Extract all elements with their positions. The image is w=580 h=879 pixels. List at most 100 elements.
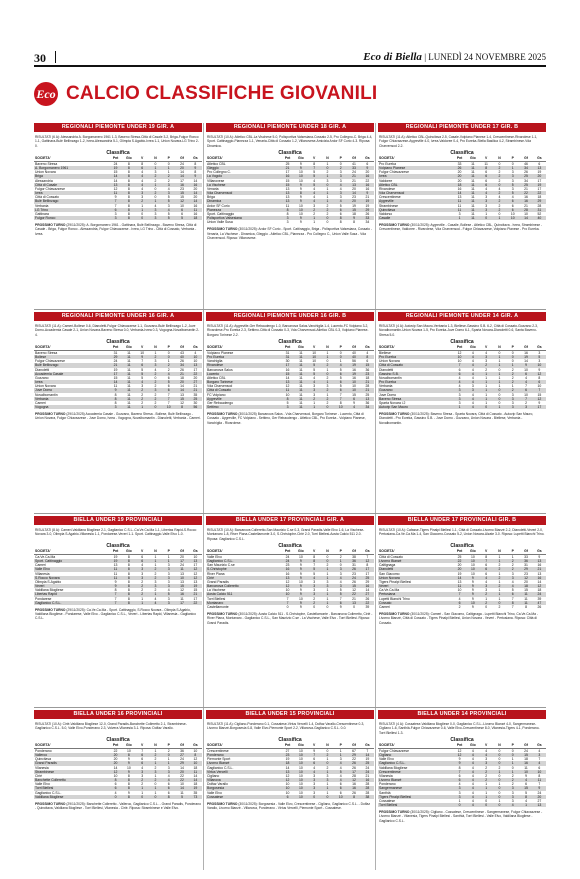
team-name: Vilanesia: [35, 765, 49, 770]
stat-cell: 3: [506, 174, 520, 179]
next-round-text: (29/11/2025): A. Borgomanero 1961 - Gatt…: [35, 223, 197, 236]
stat-cell: 3: [307, 388, 321, 393]
stat-cell: 18: [188, 216, 202, 221]
stat-cell: 3: [162, 182, 176, 187]
stat-cell: 11: [532, 778, 546, 783]
standings-row: Ponderano 22 10 7 1 2 36 10: [34, 749, 202, 754]
stat-cell: 17: [347, 769, 361, 774]
stat-cell: 14: [519, 216, 533, 221]
stat-cell: 9: [114, 579, 117, 584]
stat-cell: 6: [280, 794, 295, 799]
header-divider: [55, 51, 56, 63]
stat-cell: 8: [366, 563, 369, 568]
team-name: Barcanova Salus: [207, 367, 233, 372]
team-name: Borgaro Torinese: [206, 380, 281, 385]
stat-cell: 12: [347, 778, 361, 783]
team-name: Dianoletti: [378, 567, 453, 572]
stat-cell: 11: [294, 363, 308, 368]
stat-cell: 3: [479, 199, 493, 204]
stat-cell: 21: [352, 596, 356, 601]
stat-cell: 8: [127, 162, 130, 166]
team-name: Union Novara: [35, 170, 56, 175]
stat-cell: 4: [471, 757, 474, 762]
stat-cell: 10: [188, 355, 202, 360]
stat-cell: 13: [532, 803, 546, 808]
stat-cell: 1: [492, 592, 507, 597]
stat-cell: 2: [511, 773, 514, 778]
stat-cell: 5: [162, 592, 176, 597]
column-header: Gf: [519, 743, 533, 749]
stat-cell: 17: [193, 596, 198, 601]
stat-cell: 8: [122, 199, 136, 204]
stat-cell: 3: [506, 786, 520, 791]
stat-cell: 4: [194, 351, 197, 355]
standings-row: Pro Eureka 4 4 1 1 2 4 6: [378, 380, 546, 385]
next-round-label: PROSSIMO TURNO: [207, 801, 238, 806]
team-name: Sport. Cattinaggio: [207, 211, 235, 216]
stat-cell: 1: [154, 749, 157, 753]
stat-cell: 22: [113, 749, 118, 753]
standings-row: Union Novara 14 9 4 2 3 12 16: [378, 575, 546, 580]
stat-cell: 4: [466, 794, 480, 799]
stat-cell: 19: [352, 203, 356, 208]
stat-cell: 7: [280, 600, 295, 605]
match-results: RISULTATI (11 A): Cigliano-Ponderano 0-1…: [207, 722, 373, 735]
column-header: P: [506, 743, 520, 749]
stat-cell: 11: [294, 405, 308, 410]
standings-article: BIELLA UNDER 16 PROVINCIALI RISULTATI (1…: [34, 710, 202, 870]
stat-cell: 26: [347, 761, 361, 766]
standings-row: Rivarolese 17 11 5 2 4 19 15: [206, 363, 374, 368]
next-round-label: PROSSIMO TURNO: [379, 810, 410, 815]
stat-cell: 10: [280, 592, 295, 597]
standings-title: Classifica: [106, 543, 130, 549]
stat-cell: 5: [511, 588, 514, 593]
stat-cell: 1: [485, 392, 488, 397]
stat-cell: 6: [479, 182, 493, 187]
next-round-label: PROSSIMO TURNO: [207, 227, 238, 232]
column-header: V: [135, 549, 149, 555]
stat-cell: 9: [538, 555, 541, 559]
stat-cell: 6: [135, 761, 149, 766]
stat-cell: 0: [154, 162, 157, 166]
stat-cell: 14: [108, 174, 123, 179]
stat-cell: 8: [122, 794, 136, 799]
stat-cell: 12: [180, 400, 184, 405]
stat-cell: 3: [114, 211, 117, 216]
stat-cell: 4: [162, 371, 176, 376]
stat-cell: 1: [326, 790, 329, 795]
stat-cell: 9: [114, 195, 117, 200]
column-header: P: [162, 345, 176, 351]
stat-cell: 18: [519, 584, 533, 589]
next-round: PROSSIMO TURNO (29/11/2025) Accademia Ca…: [35, 412, 201, 421]
stat-cell: 1: [506, 166, 520, 171]
stat-cell: 11: [180, 790, 184, 795]
column-header: Gs: [532, 345, 546, 351]
stat-cell: 4: [466, 769, 480, 774]
standings-table: SOCIETA' Pnt Gio V N P Gf Gs Città di Cossato 25…: [378, 549, 546, 609]
team-name: Gaglianico C.S.L.: [207, 765, 234, 770]
stat-cell: 0: [511, 351, 514, 355]
team-name: Montanaro: [206, 600, 281, 605]
stat-cell: 40: [175, 355, 189, 360]
team-name: Vanchiglia: [207, 359, 223, 364]
stat-cell: 3: [511, 392, 514, 397]
team-name: Volpiano Pianese: [378, 166, 453, 171]
stat-cell: 4: [313, 195, 316, 200]
stat-cell: 13: [532, 559, 546, 564]
stat-cell: 4: [339, 773, 342, 778]
stat-cell: 21: [352, 178, 356, 183]
stat-cell: 1: [148, 182, 163, 187]
stat-cell: 3: [135, 769, 149, 774]
stat-cell: 35: [193, 392, 198, 397]
stat-cell: 3: [167, 596, 170, 601]
team-name: Accademia Casale: [34, 371, 109, 376]
stat-cell: 1: [492, 559, 507, 564]
stat-cell: 24: [537, 790, 542, 795]
column-header: Gf: [347, 743, 361, 749]
stat-cell: 16: [360, 182, 374, 187]
column-header: V: [135, 345, 149, 351]
row-divider: [34, 513, 546, 514]
standings-row: Dianoletti 19 11 5 4 2 26 17: [34, 368, 202, 372]
stat-cell: 1: [148, 559, 163, 564]
stat-cell: 4: [471, 773, 474, 778]
